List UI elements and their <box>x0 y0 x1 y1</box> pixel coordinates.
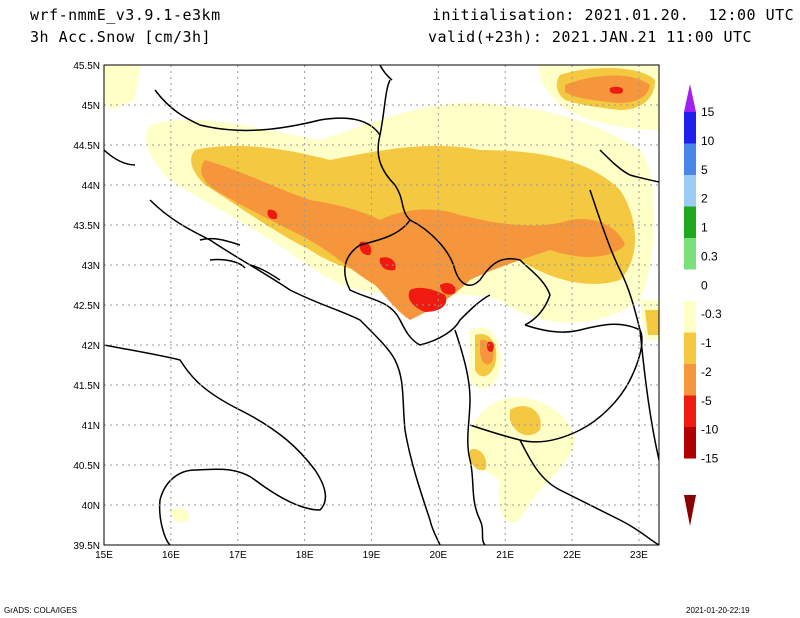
lat-tick-label: 40N <box>82 501 100 512</box>
lat-lon-grid <box>104 65 659 545</box>
colorbar-bottom-arrow <box>684 495 696 526</box>
lon-tick-label: 22E <box>563 550 581 561</box>
snow-field-red <box>267 86 624 352</box>
colorbar-label: -10 <box>701 423 719 437</box>
lon-tick-label: 16E <box>162 550 180 561</box>
latitude-labels: 39.5N 40N 40.5N 41N 41.5N 42N 42.5N 43N 43.5N 44N… <box>73 61 100 552</box>
map-border <box>103 64 660 546</box>
lat-tick-label: 43.5N <box>73 221 100 232</box>
colorbar-swatch <box>684 206 696 238</box>
colorbar-swatch <box>684 301 696 333</box>
colorbar-label: 0 <box>701 278 708 292</box>
colorbar-swatch <box>684 112 696 144</box>
lat-tick-label: 44.5N <box>73 141 100 152</box>
lat-tick-label: 39.5N <box>73 541 100 552</box>
colorbar-swatch <box>684 269 696 301</box>
colorbar-swatch <box>684 175 696 207</box>
lat-tick-label: 41N <box>82 421 100 432</box>
field-title: 3h Acc.Snow [cm/3h] <box>30 28 212 46</box>
lat-tick-label: 44N <box>82 181 100 192</box>
lat-tick-label: 41.5N <box>73 381 100 392</box>
lon-tick-label: 17E <box>229 550 247 561</box>
lon-tick-label: 19E <box>363 550 381 561</box>
colorbar: 15 10 5 2 1 0.3 0 -0.3 -1 -2 -5 -10 -15 <box>684 84 722 526</box>
valid-time: valid(+23h): 2021.JAN.21 11:00 UTC <box>428 28 753 46</box>
snow-field-orange <box>201 75 650 365</box>
lon-tick-label: 18E <box>296 550 314 561</box>
longitude-labels: 15E 16E 17E 18E 19E 20E 21E 22E 23E <box>95 550 648 561</box>
colorbar-label: -2 <box>701 365 712 379</box>
colorbar-label: 2 <box>701 192 708 206</box>
colorbar-swatch <box>684 364 696 396</box>
model-title: wrf-nmmE_v3.9.1-e3km <box>30 6 221 24</box>
lon-tick-label: 23E <box>630 550 648 561</box>
lon-tick-label: 20E <box>429 550 447 561</box>
lat-tick-label: 42.5N <box>73 301 100 312</box>
lon-tick-label: 21E <box>496 550 514 561</box>
colorbar-swatch <box>684 395 696 427</box>
colorbar-label: -0.3 <box>701 307 722 321</box>
lat-tick-label: 45N <box>82 101 100 112</box>
colorbar-label: -15 <box>701 452 719 466</box>
lat-tick-label: 45.5N <box>73 61 100 72</box>
country-borders <box>154 65 659 545</box>
colorbar-label: 5 <box>701 163 708 177</box>
colorbar-label: 10 <box>701 134 715 148</box>
colorbar-swatch <box>684 427 696 459</box>
lat-tick-label: 43N <box>82 261 100 272</box>
colorbar-label: 0.3 <box>701 249 718 263</box>
snow-field-light <box>104 65 659 523</box>
colorbar-label: -5 <box>701 394 712 408</box>
colorbar-swatch <box>684 143 696 175</box>
lat-tick-label: 40.5N <box>73 461 100 472</box>
footer-timestamp: 2021-01-20-22:19 <box>686 606 750 615</box>
colorbar-label: 1 <box>701 221 708 235</box>
colorbar-label: -1 <box>701 336 712 350</box>
init-time: initialisation: 2021.01.20. 12:00 UTC <box>432 6 795 24</box>
colorbar-label: 15 <box>701 105 715 119</box>
lon-tick-label: 15E <box>95 550 113 561</box>
colorbar-top-arrow <box>684 84 696 112</box>
footer-credit: GrADS: COLA/IGES <box>4 606 77 615</box>
colorbar-swatch <box>684 332 696 364</box>
lat-tick-label: 42N <box>82 341 100 352</box>
colorbar-swatch <box>684 238 696 270</box>
